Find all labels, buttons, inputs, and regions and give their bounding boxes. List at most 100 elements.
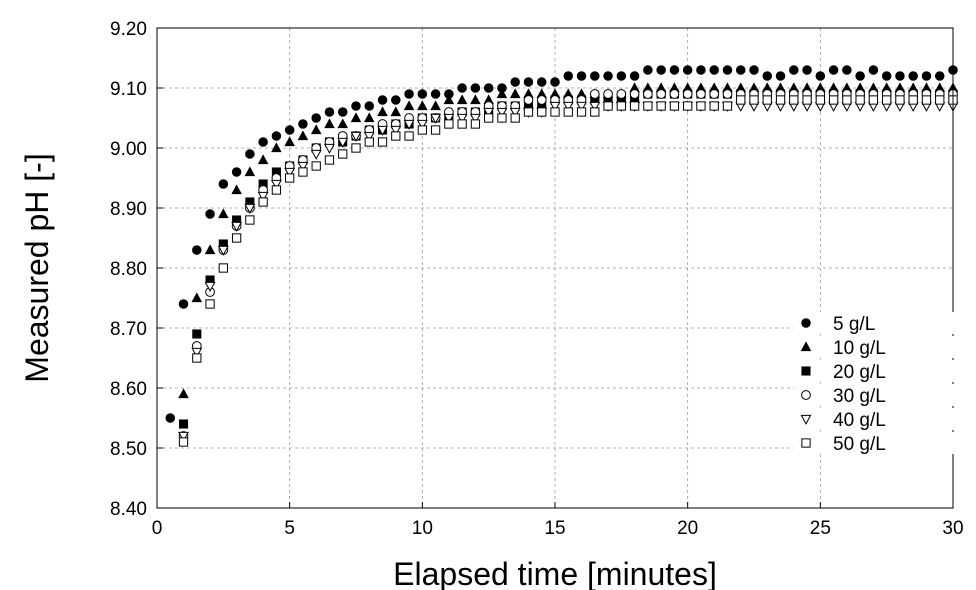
axis-ticks: 0 5 10 15 20 25 30 8.40 8.50 8.60 8.70 8.80 8.90 9.00… [110,19,964,539]
data-point [709,89,720,99]
legend-background [794,408,954,430]
data-point [736,95,746,105]
data-point [257,154,269,165]
data-point [496,107,508,118]
data-point [338,149,348,159]
y-tick-label: 9.20 [110,19,147,40]
data-point [762,71,773,81]
data-point [377,137,388,147]
data-point [244,166,256,177]
data-point [350,112,362,123]
data-point [669,89,680,99]
data-point [192,353,202,363]
data-point [284,136,295,147]
y-tick-label: 8.60 [110,379,147,400]
data-point [483,107,495,118]
data-point [789,95,799,105]
data-point [935,95,945,105]
data-point [204,244,216,255]
data-point [523,107,534,117]
x-tick-label: 25 [810,518,831,539]
data-point [324,107,335,117]
x-tick-label: 0 [152,518,163,539]
data-point [298,119,308,129]
data-point [563,71,574,81]
data-point [536,95,547,105]
data-point [218,208,229,219]
data-point [245,149,255,159]
data-point [231,233,242,243]
data-point [364,137,374,147]
data-point [762,95,772,105]
data-point [509,107,521,118]
data-point [483,83,494,93]
data-point [656,65,666,75]
data-point [921,95,932,105]
data-point [231,167,242,177]
legend-label: 5 g/L [833,314,875,335]
data-point [510,113,520,123]
data-point [391,95,401,105]
data-point [324,143,335,154]
data-point [683,101,693,111]
data-point [789,65,799,75]
data-point [828,95,839,105]
series-0 [165,65,958,423]
data-point [258,197,268,207]
data-point [590,107,600,117]
data-point [430,125,441,135]
legend-background [794,336,954,358]
y-axis-title: Measured pH [-] [19,153,55,382]
data-point [616,89,627,99]
y-tick-label: 9.00 [110,139,147,160]
data-point [775,71,786,81]
data-point [496,88,508,99]
data-point [842,65,852,75]
data-point [510,77,520,87]
data-point [351,101,361,111]
data-point [390,125,402,136]
data-point [470,94,481,105]
data-point [802,65,812,75]
data-point [417,125,427,135]
data-point [456,94,468,105]
data-point [218,263,228,273]
data-point [643,65,653,75]
data-point [217,245,229,256]
data-point [192,329,202,339]
data-point [271,185,282,195]
data-point [311,113,321,123]
data-point [603,101,613,111]
data-point [404,89,414,99]
data-point [403,100,415,111]
data-point [590,71,600,81]
y-tick-label: 8.50 [110,439,147,460]
data-point [537,107,547,117]
legend-label: 40 g/L [833,410,886,431]
x-axis-title: Elapsed time [minutes] [393,556,717,590]
data-point [523,77,534,87]
data-point [284,167,296,178]
data-point [297,161,309,172]
data-point [403,119,415,130]
data-point [828,65,839,75]
data-point [696,101,706,111]
data-point [456,113,468,124]
data-point [417,89,428,99]
data-point [430,89,441,99]
data-point [497,113,507,123]
data-point [363,131,375,142]
data-point [629,89,640,99]
data-point [629,101,640,111]
data-point [391,131,401,141]
data-point [298,167,308,177]
legend-background [794,432,954,454]
data-point [192,245,202,255]
data-point [868,65,879,75]
data-point [404,131,414,141]
data-point [324,118,335,129]
data-point [643,101,653,111]
data-point [457,83,467,93]
data-point [191,347,203,358]
